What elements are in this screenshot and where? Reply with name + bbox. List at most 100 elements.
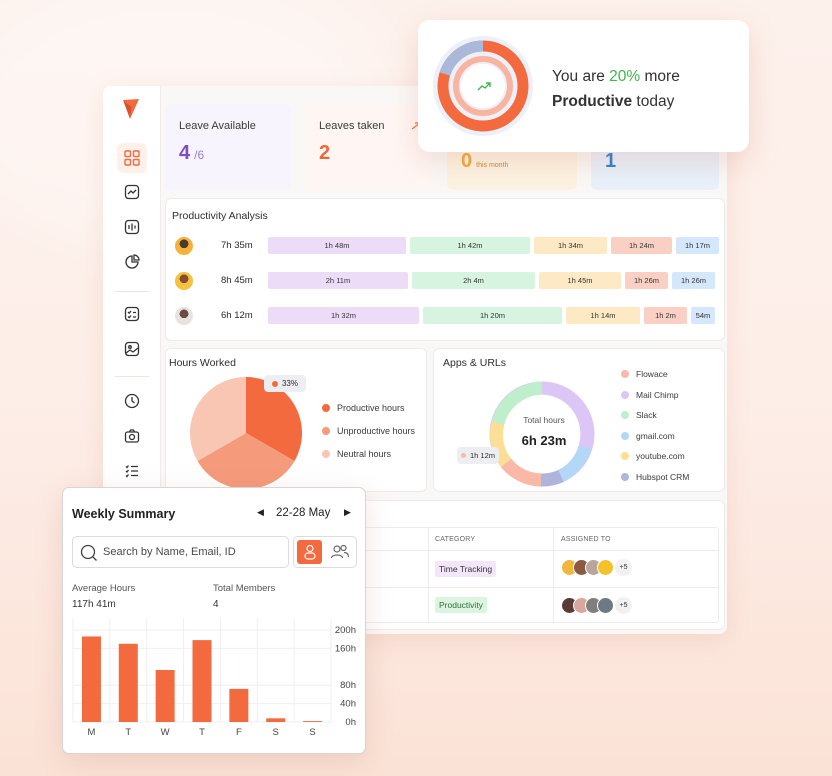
row-total-time: 7h 35m (221, 240, 253, 251)
trend-icon[interactable] (117, 177, 147, 207)
main-content: Leave Available 4 /6 Leaves taken 2 0 th… (161, 86, 727, 634)
x-tick-label: F (236, 727, 242, 738)
next-week-icon[interactable]: ▶ (344, 507, 351, 517)
assigned-avatars[interactable]: +5 (561, 559, 632, 576)
avatar (174, 271, 194, 291)
bar[interactable] (229, 688, 249, 722)
bar[interactable] (81, 636, 101, 722)
x-tick-label: T (125, 727, 131, 738)
time-segment[interactable]: 1h 26m (625, 272, 668, 289)
popup-text-2: more (640, 68, 680, 85)
x-tick-label: W (161, 727, 170, 738)
time-segment[interactable]: 1h 17m (676, 237, 719, 254)
pie-slice-unproductive (197, 433, 295, 490)
leave-available-value: 4 (179, 142, 191, 164)
bar[interactable] (303, 721, 323, 722)
legend-item: Slack (621, 410, 657, 420)
time-segment[interactable]: 1h 48m (268, 237, 406, 254)
leaves-taken-label: Leaves taken (319, 120, 385, 132)
legend-item: Flowace (621, 369, 668, 379)
pie-badge-label: 33% (281, 379, 298, 388)
legend-item: Productive hours (322, 403, 405, 413)
more-count: +5 (615, 597, 632, 614)
productivity-popup: You are 20% more Productive today (418, 20, 749, 152)
trend-up-icon (477, 82, 491, 91)
task-list-icon[interactable] (117, 456, 147, 486)
team-toggle[interactable] (327, 540, 352, 564)
total-members-label: Total Members (213, 583, 276, 594)
assigned-avatars[interactable]: +5 (561, 597, 632, 614)
apps-title: Apps & URLs (443, 357, 507, 369)
productivity-analysis-card: Productivity Analysis 7h 35m 1h 48m 1h 42m… (165, 198, 725, 341)
time-segment[interactable]: 1h 45m (539, 272, 621, 289)
avatar (597, 597, 614, 614)
legend-item: Hubspot CRM (621, 472, 689, 482)
popup-bold: Productive (552, 93, 633, 110)
pie-badge: 33% (264, 375, 306, 392)
y-tick-label: 0h (345, 717, 356, 728)
productivity-row: 6h 12m 1h 32m 1h 20m 1h 14m 1h 2m 54m (174, 305, 716, 327)
time-segment[interactable]: 1h 42m (410, 237, 530, 254)
more-count: +5 (615, 559, 632, 576)
productivity-row: 7h 35m 1h 48m 1h 42m 1h 34m 1h 24m 1h 17m (174, 235, 719, 257)
time-segment[interactable]: 2h 4m (412, 272, 535, 289)
checklist-icon[interactable] (117, 299, 147, 329)
productivity-row: 8h 45m 2h 11m 2h 4m 1h 45m 1h 26m 1h 26m (174, 270, 716, 292)
popup-message: You are 20% more Productive today (552, 64, 680, 114)
pie-slice-neutral (189, 377, 246, 461)
avg-hours-label: Average Hours (72, 583, 136, 594)
popup-text-3: today (632, 93, 675, 110)
header-assigned-to: ASSIGNED TO (561, 536, 611, 543)
time-segment[interactable]: 1h 14m (566, 307, 640, 324)
dashboard-window: Leave Available 4 /6 Leaves taken 2 0 th… (103, 86, 727, 634)
x-tick-label: M (87, 727, 95, 738)
dashboard-icon[interactable] (117, 143, 147, 173)
time-segment[interactable]: 54m (691, 307, 715, 324)
camera-icon[interactable] (117, 421, 147, 451)
donut-badge-label: 1h 12m (469, 451, 496, 460)
search-box[interactable] (72, 536, 289, 568)
header-category: CATEGORY (435, 536, 476, 543)
stat-4-value: 1 (605, 150, 617, 172)
productivity-title: Productivity Analysis (172, 210, 268, 222)
clock-icon[interactable] (117, 386, 147, 416)
bar[interactable] (266, 718, 286, 722)
time-segment[interactable]: 1h 20m (423, 307, 562, 324)
single-user-toggle[interactable] (297, 540, 322, 564)
time-segment[interactable]: 1h 26m (672, 272, 715, 289)
leave-available-label: Leave Available (179, 120, 256, 132)
bar[interactable] (118, 643, 138, 722)
hours-worked-card: Hours Worked 33% Productive hours Unprodu… (165, 348, 427, 492)
y-tick-label: 200h (335, 625, 356, 636)
pie-slice-productive (246, 377, 303, 461)
x-tick-label: S (309, 727, 315, 738)
avatar (174, 236, 194, 256)
time-segment[interactable]: 2h 11m (268, 272, 408, 289)
x-tick-label: S (273, 727, 279, 738)
legend-item: Unproductive hours (322, 426, 415, 436)
legend-item: gmail.com (621, 431, 675, 441)
time-segment[interactable]: 1h 32m (268, 307, 419, 324)
row-total-time: 8h 45m (221, 275, 253, 286)
search-icon (80, 544, 97, 561)
hours-pie-chart (189, 377, 303, 490)
legend-item: youtube.com (621, 451, 685, 461)
week-date-range: 22-28 May (276, 507, 331, 519)
donut-badge: 1h 12m (457, 447, 499, 464)
prev-week-icon[interactable]: ◀ (257, 507, 264, 517)
view-toggle (293, 536, 357, 568)
time-segment[interactable]: 1h 34m (534, 237, 607, 254)
avg-hours-value: 117h 41m (72, 599, 116, 610)
donut-center-value: 6h 23m (521, 433, 567, 448)
flowace-logo (122, 98, 140, 125)
weekly-summary-panel: Weekly Summary ◀ 22-28 May ▶ Average Hou… (62, 487, 366, 754)
leave-available-total: /6 (194, 148, 205, 162)
time-segment[interactable]: 1h 24m (611, 237, 672, 254)
time-segment[interactable]: 1h 2m (644, 307, 687, 324)
activity-icon[interactable] (117, 212, 147, 242)
search-input[interactable] (103, 537, 283, 567)
bar[interactable] (155, 670, 175, 722)
pie-chart-icon[interactable] (117, 247, 147, 277)
image-icon[interactable] (117, 334, 147, 364)
bar[interactable] (192, 640, 212, 722)
